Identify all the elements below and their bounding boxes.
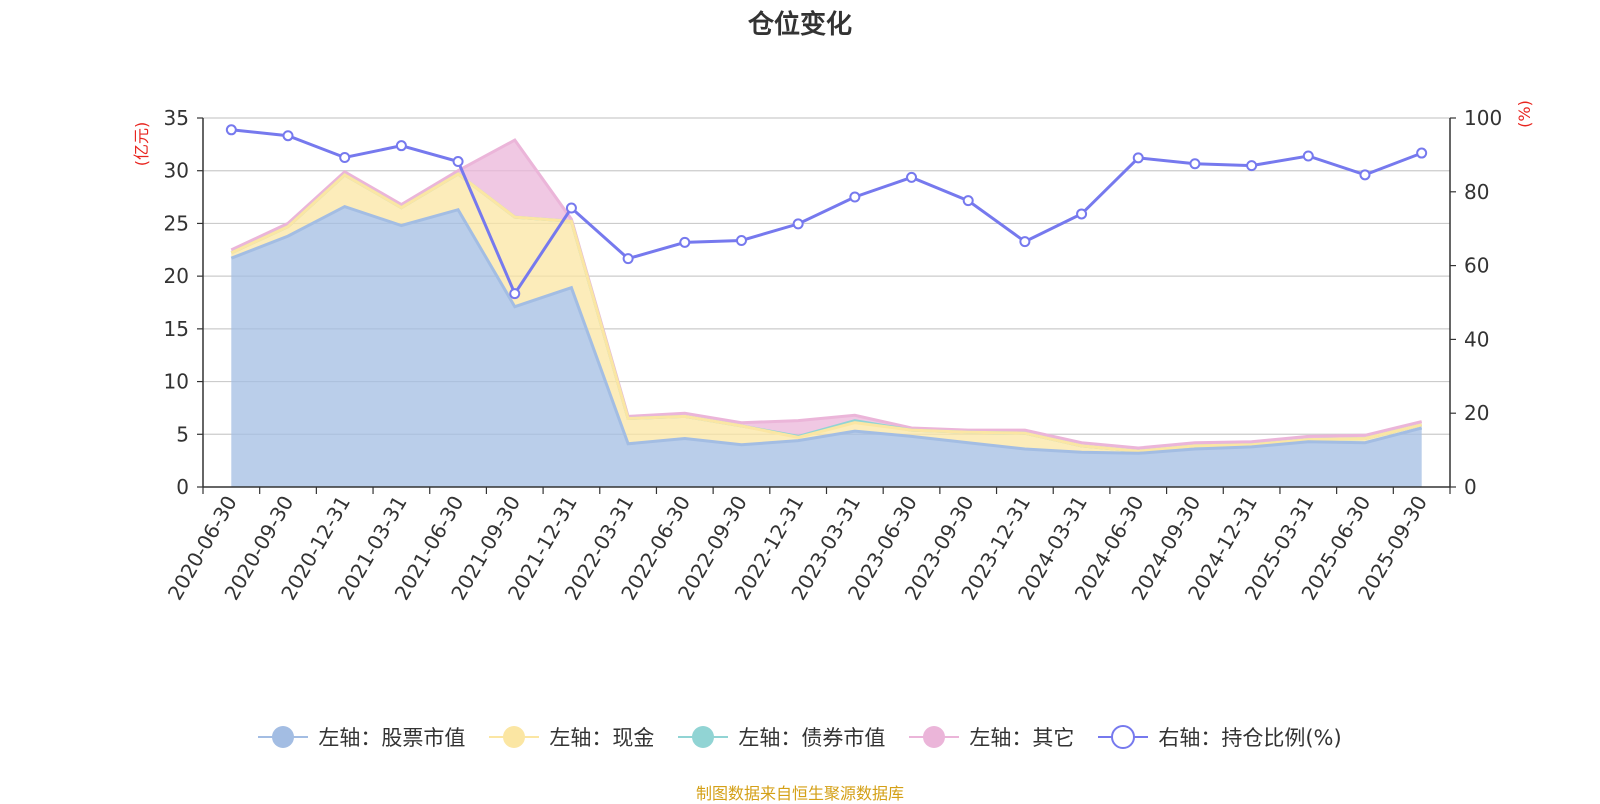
area-1 bbox=[231, 173, 1422, 454]
ratio-point[interactable] bbox=[1416, 147, 1428, 159]
left-axis-tick-label: 35 bbox=[164, 106, 189, 130]
ratio-points bbox=[225, 124, 1428, 300]
ratio-point[interactable] bbox=[1019, 236, 1031, 248]
legend-swatch-icon bbox=[1098, 725, 1149, 749]
legend-label: 右轴：持仓比例(%) bbox=[1158, 726, 1342, 750]
legend-swatch-icon bbox=[258, 726, 309, 748]
ratio-point[interactable] bbox=[565, 202, 577, 214]
ratio-point[interactable] bbox=[1359, 169, 1371, 181]
ratio-point[interactable] bbox=[339, 151, 351, 163]
area-0 bbox=[231, 206, 1422, 487]
ratio-point[interactable] bbox=[282, 130, 294, 142]
ratio-point[interactable] bbox=[395, 140, 407, 152]
left-axis-tick-label: 0 bbox=[176, 475, 189, 499]
legend-swatch-icon bbox=[909, 726, 960, 748]
ratio-point[interactable] bbox=[792, 218, 804, 230]
left-axis-tick-label: 10 bbox=[164, 370, 189, 394]
ratio-point[interactable] bbox=[622, 253, 634, 265]
left-axis-tick-label: 5 bbox=[176, 422, 189, 446]
ratio-point[interactable] bbox=[962, 195, 974, 207]
left-axis-unit-label: (亿元) bbox=[132, 122, 151, 167]
legend-swatch-icon bbox=[678, 726, 729, 748]
area-edge-0 bbox=[230, 204, 1423, 455]
ratio-point[interactable] bbox=[906, 171, 918, 183]
legend-swatch-icon bbox=[489, 726, 540, 748]
area-edge-1 bbox=[230, 172, 1423, 453]
legend-label: 左轴：债券市值 bbox=[738, 726, 886, 750]
ratio-point[interactable] bbox=[1189, 158, 1201, 170]
left-axis-tick-label: 20 bbox=[164, 264, 189, 288]
right-axis-tick-label: 80 bbox=[1464, 180, 1489, 204]
series-lines bbox=[230, 128, 1423, 455]
legend-label: 左轴：股票市值 bbox=[318, 726, 466, 750]
ratio-point[interactable] bbox=[509, 288, 521, 300]
ratio-point[interactable] bbox=[1302, 150, 1314, 162]
ratio-point[interactable] bbox=[1076, 208, 1088, 220]
right-axis-unit-label: (%) bbox=[1515, 100, 1534, 128]
right-axis-tick-label: 60 bbox=[1464, 254, 1489, 278]
chart-title: 仓位变化 bbox=[747, 10, 852, 40]
right-axis-tick-label: 0 bbox=[1464, 475, 1477, 499]
legend-label: 左轴：现金 bbox=[549, 726, 655, 750]
ratio-point[interactable] bbox=[735, 235, 747, 247]
ratio-point[interactable] bbox=[1246, 160, 1258, 172]
right-axis-tick-label: 100 bbox=[1464, 106, 1502, 130]
source-note: 制图数据来自恒生聚源数据库 bbox=[695, 784, 904, 803]
legend-item[interactable]: 左轴：债券市值 bbox=[678, 722, 885, 752]
legend-label: 左轴：其它 bbox=[969, 726, 1075, 750]
ratio-point[interactable] bbox=[225, 124, 237, 136]
ratio-line bbox=[231, 128, 1423, 297]
legend-item[interactable]: 右轴：持仓比例(%) bbox=[1098, 722, 1342, 752]
ratio-point[interactable] bbox=[452, 156, 464, 168]
ratio-point[interactable] bbox=[849, 191, 861, 203]
legend-item[interactable]: 左轴：股票市值 bbox=[258, 722, 465, 752]
legend-item[interactable]: 左轴：现金 bbox=[489, 722, 654, 752]
ratio-point[interactable] bbox=[1132, 152, 1144, 164]
left-axis-tick-label: 15 bbox=[164, 317, 189, 341]
legend-item[interactable]: 左轴：其它 bbox=[909, 722, 1074, 752]
left-axis-tick-label: 25 bbox=[164, 211, 189, 235]
right-axis-tick-label: 40 bbox=[1464, 327, 1489, 351]
legend: 左轴：股票市值 左轴：现金 左轴：债券市值 左轴：其它 右轴：持仓比例(%) bbox=[0, 722, 1600, 752]
area-edge-3 bbox=[230, 138, 1423, 450]
left-axis-tick-label: 30 bbox=[164, 159, 189, 183]
right-axis-tick-label: 20 bbox=[1464, 401, 1489, 425]
ratio-point[interactable] bbox=[679, 236, 691, 248]
